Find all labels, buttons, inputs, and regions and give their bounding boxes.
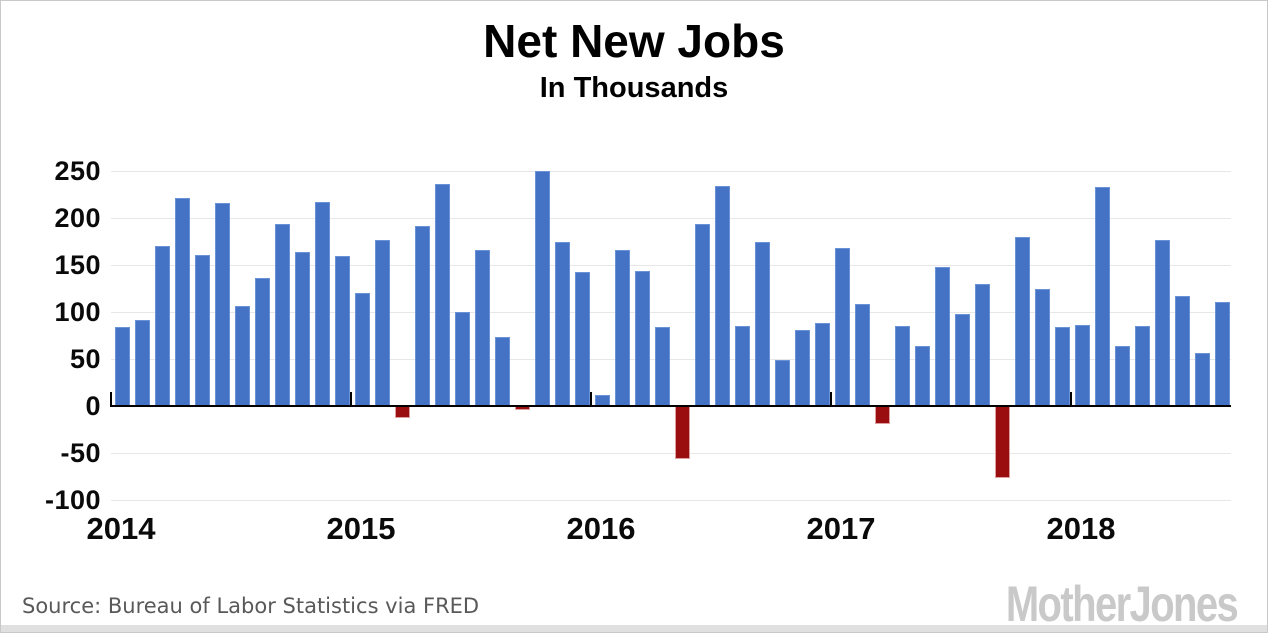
chart-subtitle: In Thousands [539, 72, 729, 104]
bar-2017-11 [1034, 289, 1050, 407]
gridline-200 [111, 217, 1231, 219]
bar-2015-09 [514, 406, 530, 410]
motherjones-logo: MotherJones [1005, 576, 1239, 632]
bar-2017-04 [894, 326, 910, 407]
bar-2014-03 [154, 246, 170, 407]
bar-2018-07 [1194, 353, 1210, 407]
bar-2015-04 [414, 225, 430, 407]
gridline-100 [111, 311, 1231, 313]
y-tick-label-50: 50 [69, 344, 101, 374]
bar-2018-05 [1154, 239, 1170, 407]
x-tick-2018 [1070, 392, 1072, 407]
bar-2014-01 [114, 327, 130, 407]
bar-2015-08 [494, 337, 510, 407]
gridline-250 [111, 170, 1231, 172]
bar-2015-06 [454, 312, 470, 407]
bar-2017-06 [934, 266, 950, 407]
x-tick-2017 [830, 392, 832, 407]
y-tick-label-250: 250 [54, 156, 101, 186]
bar-2016-12 [814, 323, 830, 407]
bar-2017-05 [914, 345, 930, 407]
x-axis-line [111, 405, 1231, 407]
bar-2018-03 [1114, 345, 1130, 407]
y-tick-label--100: -100 [44, 485, 101, 515]
bar-2016-02 [614, 249, 630, 407]
x-year-label-2015: 2015 [326, 511, 396, 546]
bar-2016-11 [794, 329, 810, 407]
x-year-label-2014: 2014 [86, 511, 156, 546]
gridline--50 [111, 452, 1231, 454]
gridline-150 [111, 264, 1231, 266]
bar-2014-06 [214, 202, 230, 407]
source-credit: Source: Bureau of Labor Statistics via F… [22, 594, 480, 618]
bar-2014-02 [134, 320, 150, 407]
x-tick-2016 [590, 392, 592, 407]
bar-2017-07 [954, 313, 970, 407]
bar-2017-01 [834, 248, 850, 407]
bar-2018-08 [1214, 301, 1230, 407]
bar-2017-08 [974, 283, 990, 407]
bar-2018-02 [1094, 186, 1110, 407]
bar-2017-12 [1054, 327, 1070, 407]
bar-2014-12 [334, 255, 350, 407]
bar-2017-09 [994, 406, 1010, 479]
bar-2014-07 [234, 306, 250, 407]
bar-2017-02 [854, 303, 870, 407]
bar-2017-10 [1014, 236, 1030, 407]
bar-2014-11 [314, 202, 330, 407]
bar-2014-04 [174, 198, 190, 407]
bar-2015-07 [474, 249, 490, 407]
bar-2016-01 [594, 394, 610, 407]
y-tick-label-200: 200 [54, 203, 101, 233]
gridline--100 [111, 499, 1231, 501]
x-tick-2015 [350, 392, 352, 407]
bar-2018-01 [1074, 325, 1090, 407]
bar-2016-10 [774, 359, 790, 407]
bar-2015-05 [434, 184, 450, 407]
bar-2018-06 [1174, 296, 1190, 407]
bar-2015-01 [354, 293, 370, 407]
bar-2015-12 [574, 271, 590, 407]
bar-2016-07 [714, 186, 730, 407]
x-tick-2014 [110, 392, 112, 407]
bar-2016-09 [754, 242, 770, 407]
bar-2016-03 [634, 270, 650, 407]
bar-2016-04 [654, 327, 670, 407]
bar-2015-02 [374, 239, 390, 407]
bar-2015-10 [534, 171, 550, 407]
bar-2014-08 [254, 278, 270, 407]
x-year-label-2017: 2017 [806, 511, 876, 546]
bar-2014-10 [294, 251, 310, 407]
x-year-label-2018: 2018 [1046, 511, 1116, 546]
y-tick-label-0: 0 [85, 391, 101, 421]
bar-2016-06 [694, 223, 710, 407]
bar-2016-05 [674, 406, 690, 459]
bar-2014-09 [274, 223, 290, 407]
gridline-50 [111, 358, 1231, 360]
bar-2018-04 [1134, 326, 1150, 407]
y-tick-label-150: 150 [54, 250, 101, 280]
x-year-label-2016: 2016 [566, 511, 636, 546]
bar-2017-03 [874, 406, 890, 424]
bar-2015-03 [394, 406, 410, 419]
y-tick-label--50: -50 [60, 438, 101, 468]
bar-2016-08 [734, 326, 750, 407]
bar-2015-11 [554, 242, 570, 407]
y-tick-label-100: 100 [54, 297, 101, 327]
chart-title: Net New Jobs [483, 15, 785, 67]
bottom-band [1, 625, 1267, 632]
bar-2014-05 [194, 254, 210, 407]
